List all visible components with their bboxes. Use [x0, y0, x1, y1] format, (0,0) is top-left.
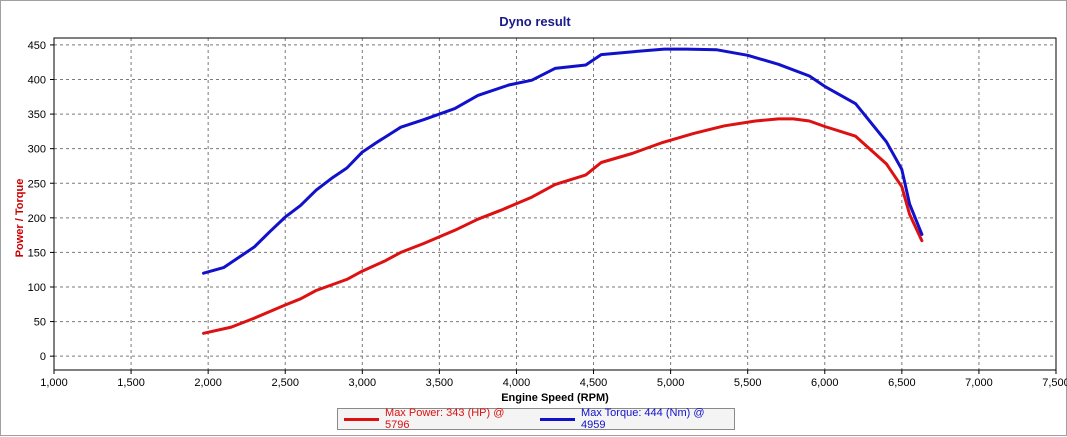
- y-tick-label: 100: [28, 282, 46, 294]
- x-tick-label: 7,500: [1042, 377, 1067, 389]
- x-tick-label: 2,000: [194, 377, 222, 389]
- x-axis-label: Engine Speed (RPM): [501, 392, 609, 404]
- legend-swatch-power: [344, 417, 380, 421]
- torque-series-line: [202, 47, 924, 275]
- legend-item-power: Max Power: 343 (HP) @ 5796: [344, 407, 528, 431]
- legend-label-torque: Max Torque: 444 (Nm) @ 4959: [581, 407, 705, 431]
- y-tick-label: 150: [28, 247, 46, 259]
- y-axis-ticks: 0 50 100 150 200 250 300 350 400 450: [28, 40, 54, 363]
- y-tick-label: 200: [28, 213, 46, 225]
- y-tick-label: 350: [28, 109, 46, 121]
- legend-swatch-torque: [540, 417, 576, 421]
- x-tick-label: 5,500: [734, 377, 762, 389]
- power-series-line: [202, 117, 924, 335]
- x-tick-label: 6,500: [888, 377, 916, 389]
- series-lines: [202, 47, 924, 335]
- x-tick-label: 7,000: [965, 377, 993, 389]
- y-tick-label: 250: [28, 178, 46, 190]
- x-tick-label: 6,000: [811, 377, 839, 389]
- x-tick-label: 2,500: [271, 377, 299, 389]
- y-tick-label: 450: [28, 40, 46, 52]
- x-tick-label: 3,000: [349, 377, 377, 389]
- x-tick-label: 1,500: [117, 377, 145, 389]
- x-tick-label: 4,000: [503, 377, 531, 389]
- y-tick-label: 0: [40, 351, 46, 363]
- legend-item-torque: Max Torque: 444 (Nm) @ 4959: [540, 407, 728, 431]
- x-tick-label: 3,500: [426, 377, 454, 389]
- x-tick-label: 4,500: [580, 377, 608, 389]
- legend: Max Power: 343 (HP) @ 5796 Max Torque: 4…: [337, 407, 735, 431]
- y-tick-label: 50: [34, 317, 46, 329]
- y-tick-label: 300: [28, 144, 46, 156]
- legend-label-power: Max Power: 343 (HP) @ 5796: [385, 407, 505, 431]
- x-tick-label: 5,000: [657, 377, 685, 389]
- chart-title: Dyno result: [499, 14, 571, 29]
- x-tick-label: 1,000: [40, 377, 68, 389]
- y-axis-label: Power / Torque: [14, 179, 26, 258]
- y-tick-label: 400: [28, 75, 46, 87]
- plot-area-border: [53, 37, 1057, 371]
- x-axis-ticks: 1,000 1,500 2,000 2,500 3,000 3,500 4,000 4,500…: [40, 370, 1067, 389]
